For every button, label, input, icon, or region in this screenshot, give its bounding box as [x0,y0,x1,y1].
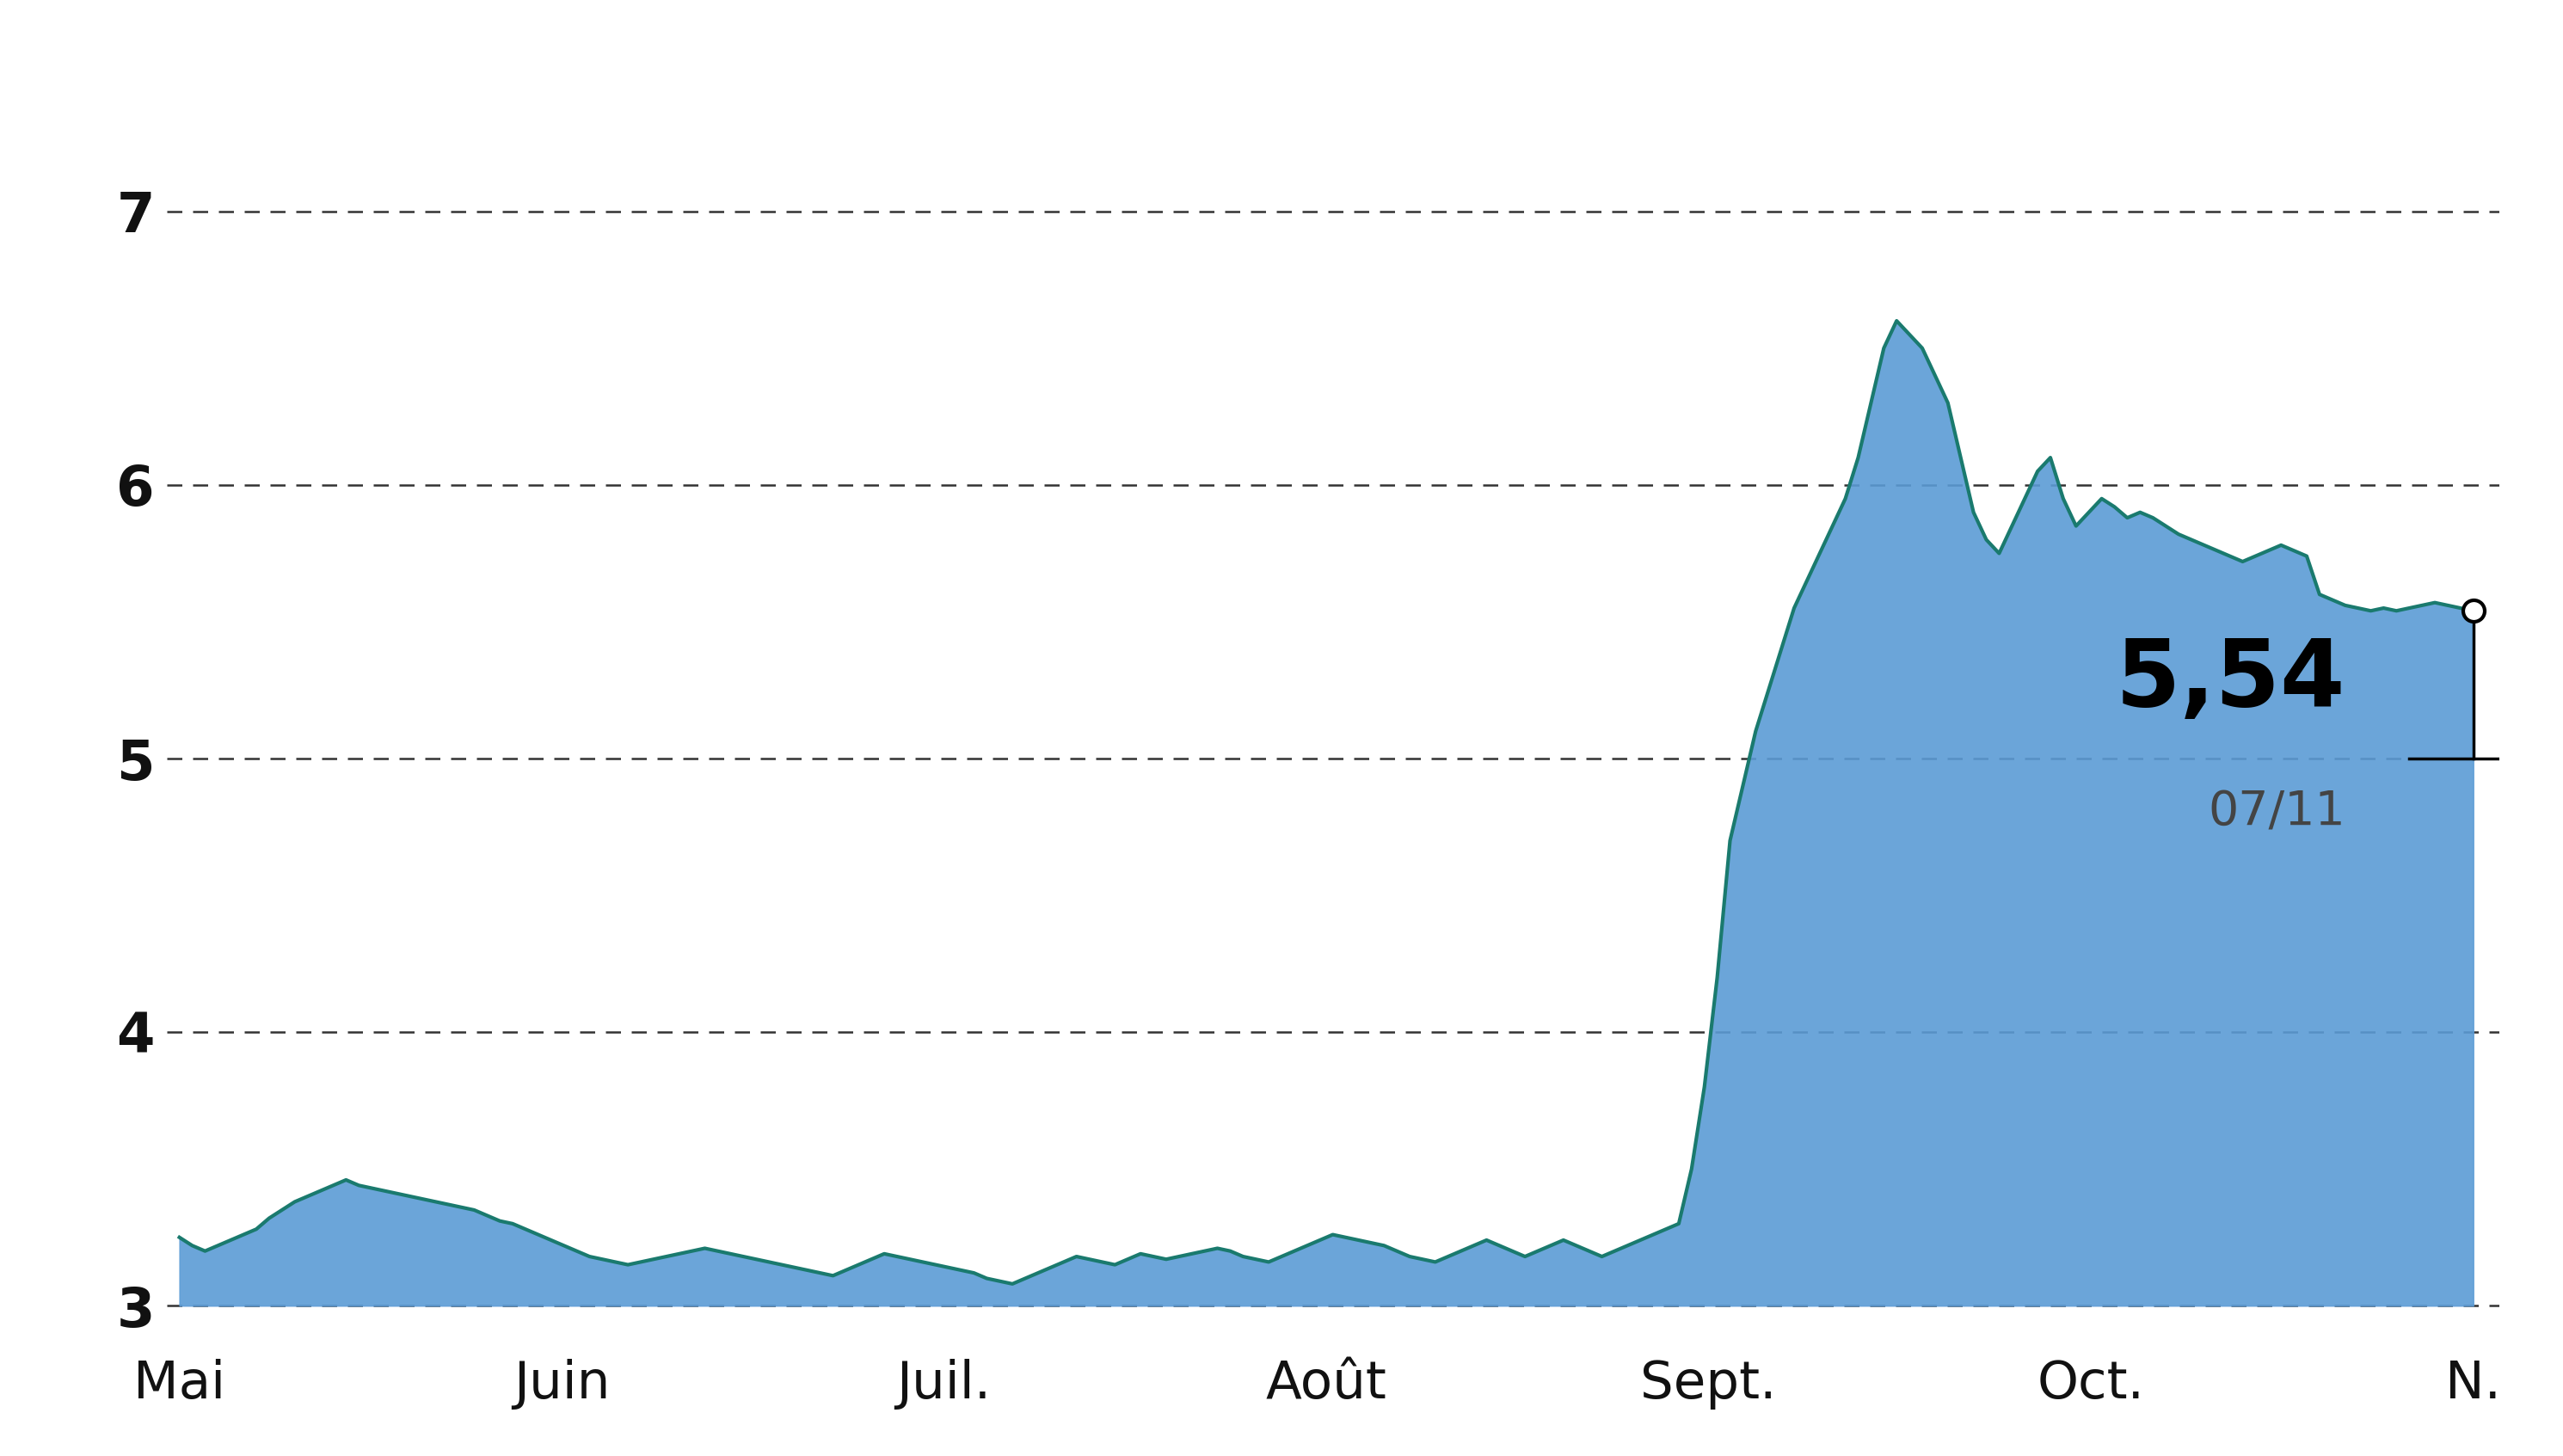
Text: DAMARTEX: DAMARTEX [946,10,1617,114]
Text: 5,54: 5,54 [2114,635,2345,725]
Text: 07/11: 07/11 [2207,789,2345,836]
